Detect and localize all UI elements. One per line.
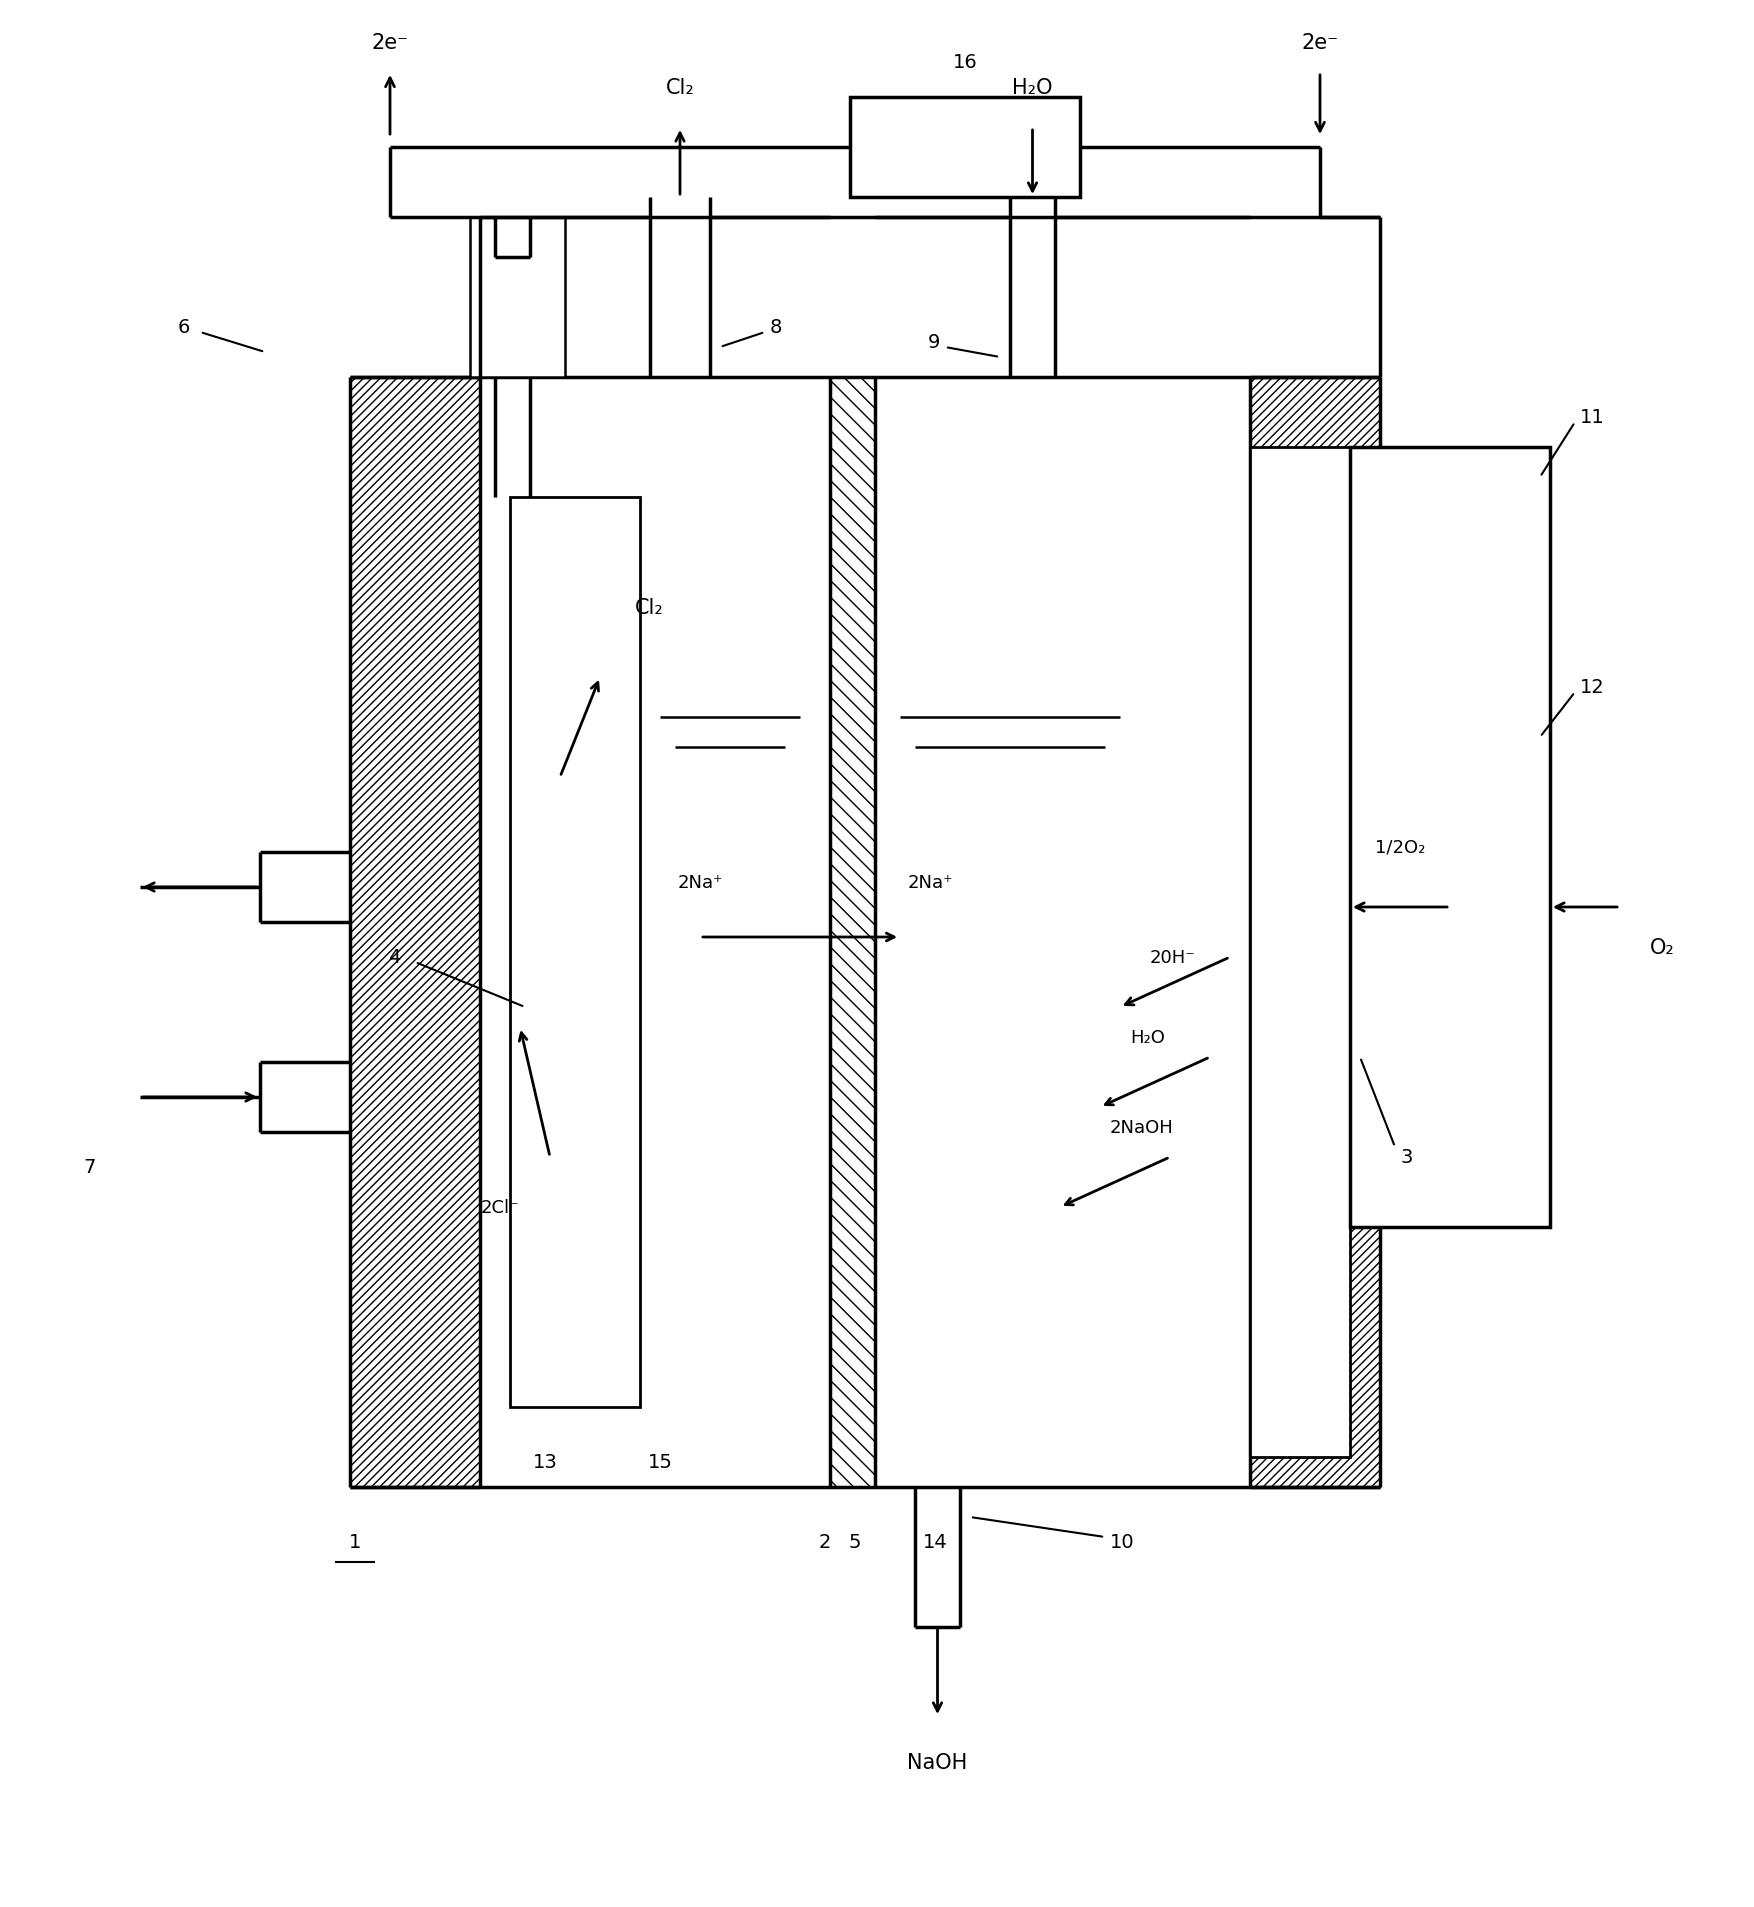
Text: 6: 6 (177, 318, 189, 338)
Text: Cl₂: Cl₂ (635, 597, 663, 618)
Text: 16: 16 (952, 53, 977, 72)
Text: 15: 15 (647, 1453, 672, 1472)
Bar (470, 217, 565, 378)
Text: 5: 5 (849, 1533, 861, 1552)
Text: 14: 14 (923, 1533, 947, 1552)
Text: H₂O: H₂O (1130, 1028, 1165, 1047)
Text: 13: 13 (533, 1453, 558, 1472)
Text: 7: 7 (84, 1158, 96, 1177)
Text: 1: 1 (349, 1533, 361, 1552)
Text: 8: 8 (770, 318, 782, 338)
Bar (1251, 448, 1351, 1457)
Text: 3: 3 (1400, 1148, 1412, 1167)
Bar (851, 97, 1080, 198)
Bar (830, 378, 875, 1487)
Text: 11: 11 (1580, 408, 1605, 427)
Text: 12: 12 (1580, 679, 1605, 698)
Text: 4: 4 (388, 948, 400, 967)
Text: 2Na⁺: 2Na⁺ (677, 873, 723, 892)
Bar (1251, 378, 1380, 1487)
Text: O₂: O₂ (1651, 938, 1675, 957)
Bar (1351, 448, 1551, 1228)
Text: 2Cl⁻: 2Cl⁻ (481, 1198, 519, 1217)
Text: Cl₂: Cl₂ (665, 78, 695, 97)
Text: 9: 9 (928, 334, 940, 353)
Text: 2e⁻: 2e⁻ (372, 32, 409, 53)
Bar (470, 217, 565, 378)
Text: 2Na⁺: 2Na⁺ (907, 873, 952, 892)
Text: 2NaOH: 2NaOH (1110, 1118, 1173, 1137)
Text: NaOH: NaOH (907, 1753, 968, 1772)
Bar (351, 378, 481, 1487)
Text: 20H⁻: 20H⁻ (1151, 948, 1196, 967)
Text: 2: 2 (819, 1533, 831, 1552)
Text: 1/2O₂: 1/2O₂ (1375, 839, 1426, 856)
Text: 10: 10 (1110, 1533, 1135, 1552)
Bar (510, 498, 640, 1407)
Bar (1251, 448, 1351, 1457)
Text: 2e⁻: 2e⁻ (1301, 32, 1338, 53)
Bar (510, 498, 640, 1407)
Text: H₂O: H₂O (1012, 78, 1052, 97)
